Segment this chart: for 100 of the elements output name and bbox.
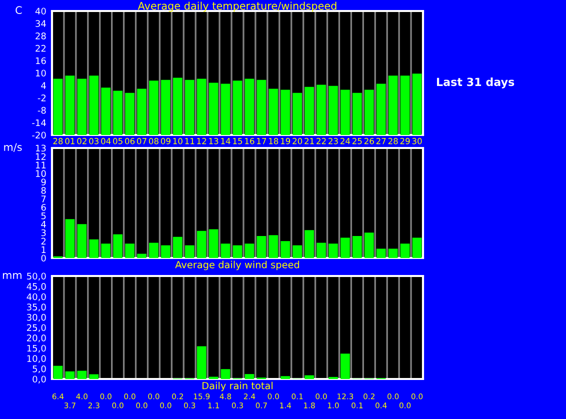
bar bbox=[304, 230, 314, 258]
text: Last 31 days bbox=[437, 78, 514, 88]
x-tick-label: 10 bbox=[173, 138, 182, 144]
bar bbox=[364, 90, 374, 135]
bar bbox=[232, 245, 242, 258]
bar bbox=[232, 80, 242, 135]
y-tick-label: 5 bbox=[41, 212, 46, 220]
y-tick-label: -14 bbox=[32, 119, 46, 126]
x-tick-label: 28 bbox=[388, 138, 398, 144]
bar bbox=[101, 244, 111, 258]
y-tick-label: 28 bbox=[36, 32, 46, 40]
bar bbox=[340, 354, 350, 379]
bar bbox=[364, 232, 374, 258]
bar bbox=[388, 76, 398, 135]
x-tick-label: 09 bbox=[160, 138, 170, 144]
x-tick-label: 17 bbox=[257, 138, 266, 144]
bar bbox=[244, 78, 254, 135]
y-tick-label: 45,0 bbox=[26, 283, 46, 291]
x-tick-label: 15 bbox=[233, 138, 242, 144]
bar bbox=[244, 374, 254, 379]
bar bbox=[280, 90, 290, 135]
x-axis-title: Daily rain total bbox=[202, 382, 273, 392]
bar bbox=[196, 230, 206, 258]
bar bbox=[101, 88, 111, 135]
bar bbox=[161, 80, 170, 135]
bar bbox=[196, 346, 206, 379]
bar bbox=[149, 242, 158, 258]
y-tick-label: 15,0 bbox=[27, 344, 46, 353]
y-tick-label: -8 bbox=[38, 106, 46, 114]
y-tick-label: 22 bbox=[36, 44, 46, 52]
bar bbox=[196, 78, 206, 135]
y-tick-label: 4 bbox=[41, 221, 46, 228]
bar bbox=[376, 248, 386, 258]
bar bbox=[244, 244, 254, 258]
bar bbox=[316, 84, 326, 135]
bar bbox=[280, 376, 290, 379]
bar bbox=[125, 244, 134, 258]
x-tick-label: 14 bbox=[221, 138, 230, 144]
y-tick-label: 16 bbox=[36, 57, 46, 64]
x-tick-label: 29 bbox=[400, 138, 410, 144]
x-tick-label: 23 bbox=[328, 138, 338, 144]
y-axis-title: C bbox=[16, 6, 22, 14]
bar bbox=[137, 254, 146, 258]
bar bbox=[149, 80, 158, 135]
bar bbox=[316, 242, 326, 258]
bar bbox=[184, 245, 194, 258]
x-tick-label: 19 bbox=[280, 138, 290, 144]
bar bbox=[220, 84, 230, 135]
x-tick-label: 24 bbox=[340, 138, 350, 144]
x-tick-label: 28 bbox=[53, 138, 63, 144]
y-tick-label: 20,0 bbox=[27, 334, 46, 342]
bar bbox=[280, 241, 290, 258]
x-tick-label: 11 bbox=[185, 138, 194, 144]
bar bbox=[256, 80, 266, 135]
x-tick-label: 01 bbox=[65, 138, 74, 144]
bar bbox=[172, 236, 182, 258]
bar bbox=[77, 370, 87, 379]
bar bbox=[340, 90, 350, 135]
bar bbox=[256, 236, 266, 258]
bar bbox=[184, 80, 194, 135]
y-tick-label: 40,0 bbox=[26, 293, 46, 302]
y-tick-label: 0 bbox=[41, 254, 46, 262]
bar bbox=[89, 76, 99, 135]
bar bbox=[220, 244, 230, 258]
x-tick-label: 27 bbox=[376, 138, 386, 144]
y-tick-label: 1 bbox=[42, 246, 46, 253]
y-tick-label: -2 bbox=[38, 94, 46, 102]
y-tick-label: 10 bbox=[36, 170, 46, 177]
bar bbox=[292, 92, 302, 135]
bar bbox=[172, 78, 182, 135]
bar bbox=[400, 76, 410, 135]
bar bbox=[137, 88, 146, 135]
y-tick-label: -20 bbox=[32, 132, 46, 139]
x-tick-label: 26 bbox=[364, 138, 374, 144]
y-tick-label: 10 bbox=[36, 70, 46, 77]
y-tick-label: 50,0 bbox=[27, 272, 46, 280]
bar bbox=[304, 375, 314, 379]
x-tick-label: 21 bbox=[304, 138, 314, 144]
y-tick-label: 3 bbox=[41, 229, 46, 236]
bar bbox=[113, 234, 122, 258]
bar bbox=[53, 366, 63, 379]
y-tick-label: 11 bbox=[36, 162, 46, 168]
bar bbox=[304, 86, 314, 135]
bar bbox=[268, 88, 278, 135]
chart-title: Average daily temperature/windspeed bbox=[138, 2, 336, 12]
x-tick-label: 22 bbox=[316, 138, 326, 144]
bar bbox=[220, 369, 230, 379]
bar bbox=[340, 238, 350, 258]
y-tick-label: 35,0 bbox=[27, 304, 46, 312]
y-axis-title: m/s bbox=[4, 143, 22, 152]
y-tick-label: 9 bbox=[41, 178, 46, 186]
bar bbox=[208, 82, 218, 135]
y-tick-label: 4 bbox=[41, 82, 46, 89]
x-axis-title: Average daily wind speed bbox=[175, 260, 300, 270]
bar bbox=[292, 245, 302, 258]
x-tick-label: 13 bbox=[209, 138, 218, 144]
y-tick-label: 5,0 bbox=[32, 365, 46, 374]
bar bbox=[77, 78, 87, 135]
y-tick-label: 30,0 bbox=[27, 314, 46, 322]
x-tick-label: 25 bbox=[352, 138, 362, 144]
